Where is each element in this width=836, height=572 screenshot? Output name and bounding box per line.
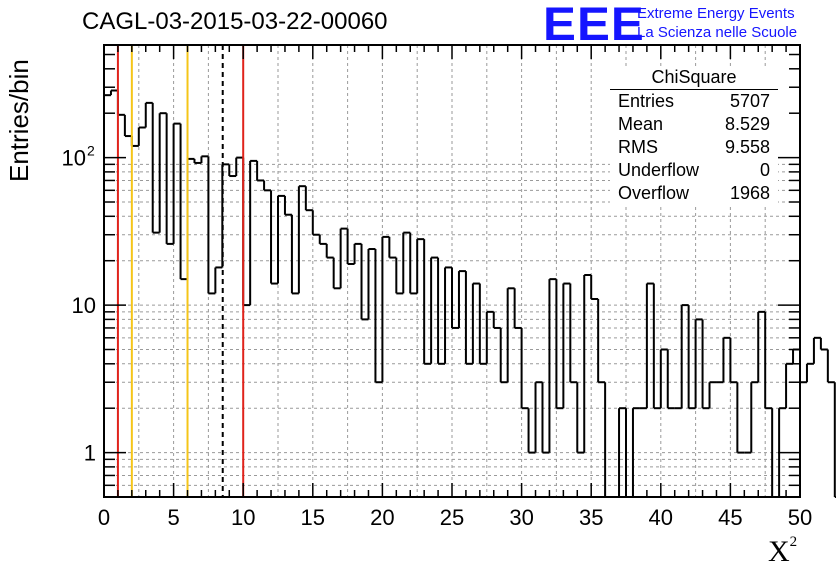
chart-title: CAGL-03-2015-03-22-00060 [82,8,388,35]
stats-value: 1968 [729,183,770,203]
stats-label: Overflow [618,183,690,203]
x-tick-label: 45 [718,505,742,530]
x-axis-label-superscript: 2 [789,534,798,550]
stats-label: Entries [618,91,675,111]
x-tick-label: 40 [649,505,673,530]
stats-label: Mean [618,114,664,134]
eee-logo: EEE Extreme Energy Events La Scienza nel… [543,0,833,50]
stats-row-rms: RMS 9.558 [610,136,778,159]
x-axis-label-symbol: X [768,535,790,568]
logo-subtitle-1: Extreme Energy Events [637,5,795,22]
stats-row-mean: Mean 8.529 [610,113,778,136]
stats-value: 8.529 [724,114,770,134]
x-tick-label: 25 [440,505,464,530]
x-tick-label: 35 [579,505,603,530]
stats-label: Underflow [618,160,700,180]
x-tick-label: 10 [231,505,255,530]
y-tick-label-exponent: 2 [87,143,95,159]
stats-value: 0 [759,160,770,180]
stats-row-entries: Entries 5707 [610,90,778,113]
x-tick-label: 15 [301,505,325,530]
stats-row-underflow: Underflow 0 [610,159,778,182]
x-tick-label: 0 [98,505,110,530]
stats-value: 5707 [729,91,770,111]
logo-subtitle-2: La Scienza nelle Scuole [637,24,798,41]
stats-box: ChiSquare Entries 5707 Mean 8.529 RMS 9.… [610,66,778,205]
stats-value: 9.558 [724,137,770,157]
stats-label: RMS [618,137,658,157]
logo-mark: EEE [543,0,645,50]
x-tick-label: 5 [167,505,179,530]
stats-box-title: ChiSquare [610,66,778,90]
y-tick-label: 10 [72,293,96,318]
y-tick-label: 1 [84,441,96,466]
x-axis-label: X2 [768,534,798,569]
x-tick-label: 30 [509,505,533,530]
y-tick-label: 10 [62,146,86,171]
y-axis-label: Entries/bin [4,59,34,182]
x-tick-label: 20 [370,505,394,530]
stats-row-overflow: Overflow 1968 [610,182,778,205]
x-tick-label: 50 [788,505,812,530]
